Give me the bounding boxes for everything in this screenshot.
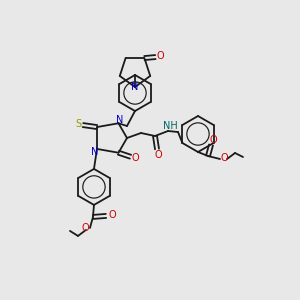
Text: O: O bbox=[132, 153, 139, 163]
Text: O: O bbox=[209, 135, 217, 145]
Text: O: O bbox=[81, 223, 89, 233]
Text: O: O bbox=[220, 153, 228, 163]
Text: O: O bbox=[157, 51, 164, 61]
Text: O: O bbox=[108, 210, 116, 220]
Text: O: O bbox=[154, 150, 162, 160]
Text: N: N bbox=[116, 115, 123, 125]
Text: N: N bbox=[131, 82, 139, 92]
Text: NH: NH bbox=[163, 121, 177, 131]
Text: S: S bbox=[75, 119, 81, 129]
Text: N: N bbox=[91, 147, 99, 157]
